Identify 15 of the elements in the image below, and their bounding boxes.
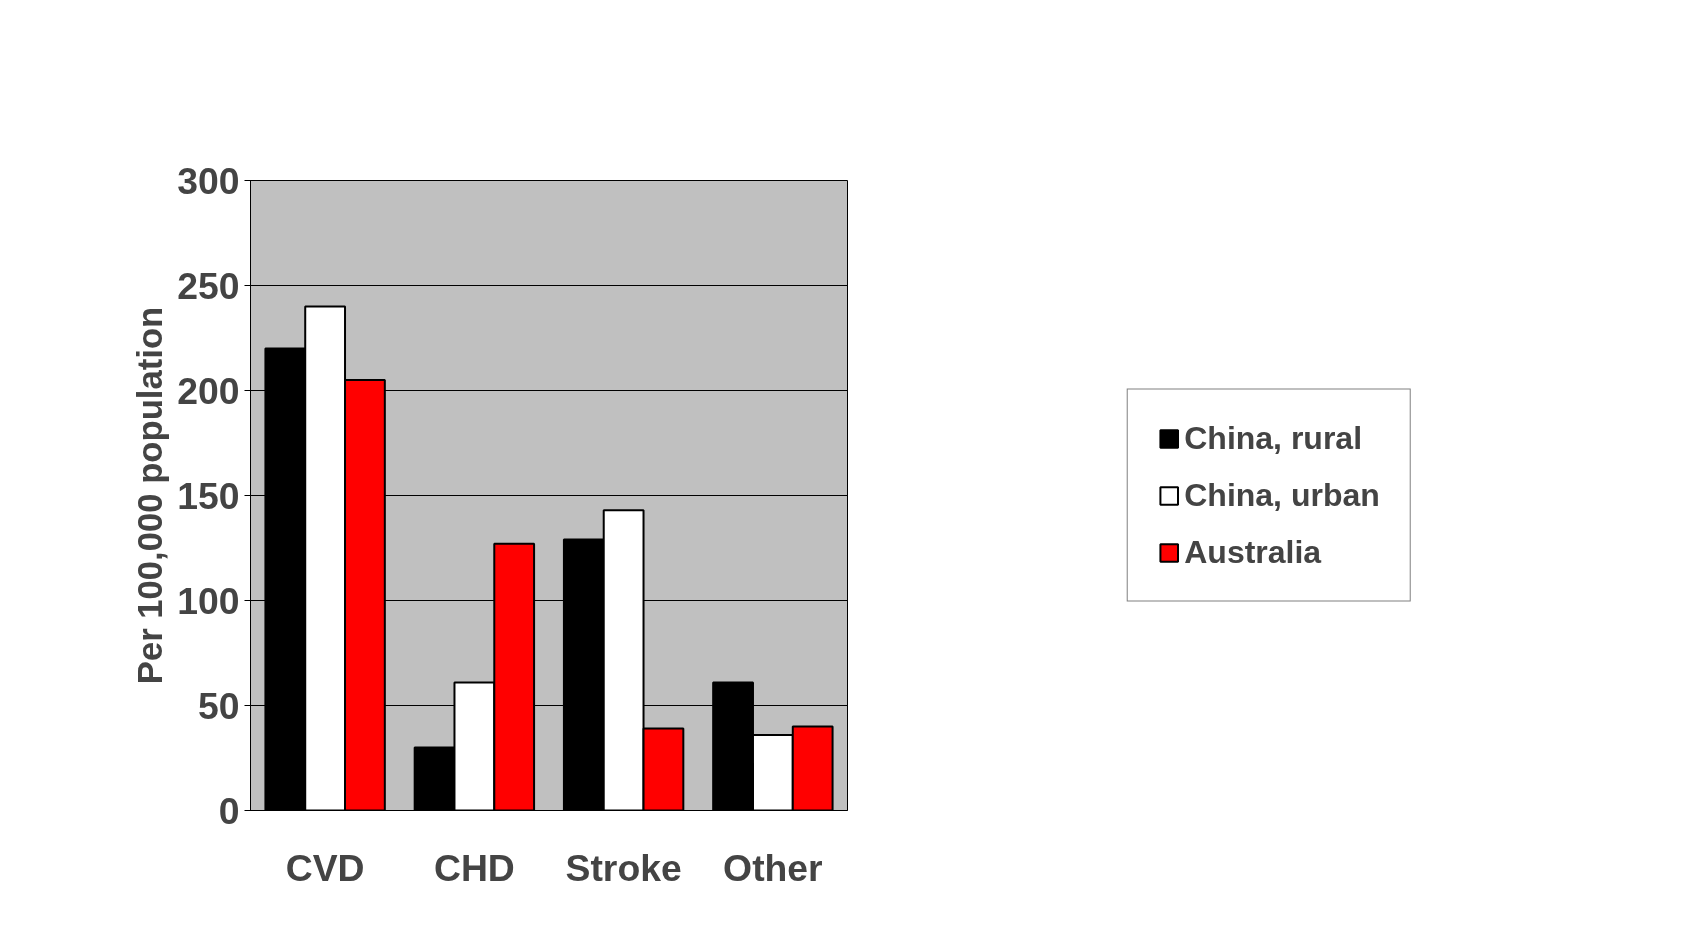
- x-tick-label: CVD: [285, 846, 365, 889]
- x-tick-label: Other: [723, 846, 823, 889]
- y-tick-label: 250: [177, 264, 240, 307]
- legend-label: Australia: [1184, 533, 1322, 571]
- legend-label: China, rural: [1184, 419, 1363, 457]
- y-tick-label: 0: [218, 789, 240, 832]
- y-axis-title: Per 100,000 population: [131, 306, 170, 685]
- y-tick-label: 50: [197, 684, 240, 727]
- y-tick-label: 150: [177, 474, 240, 517]
- x-tick-label: CHD: [433, 846, 515, 889]
- y-tick-label: 300: [177, 159, 240, 202]
- legend-label: China, urban: [1184, 476, 1380, 514]
- y-tick-label: 100: [177, 579, 240, 622]
- x-tick-label: Stroke: [565, 846, 682, 889]
- y-tick-label: 200: [177, 369, 240, 412]
